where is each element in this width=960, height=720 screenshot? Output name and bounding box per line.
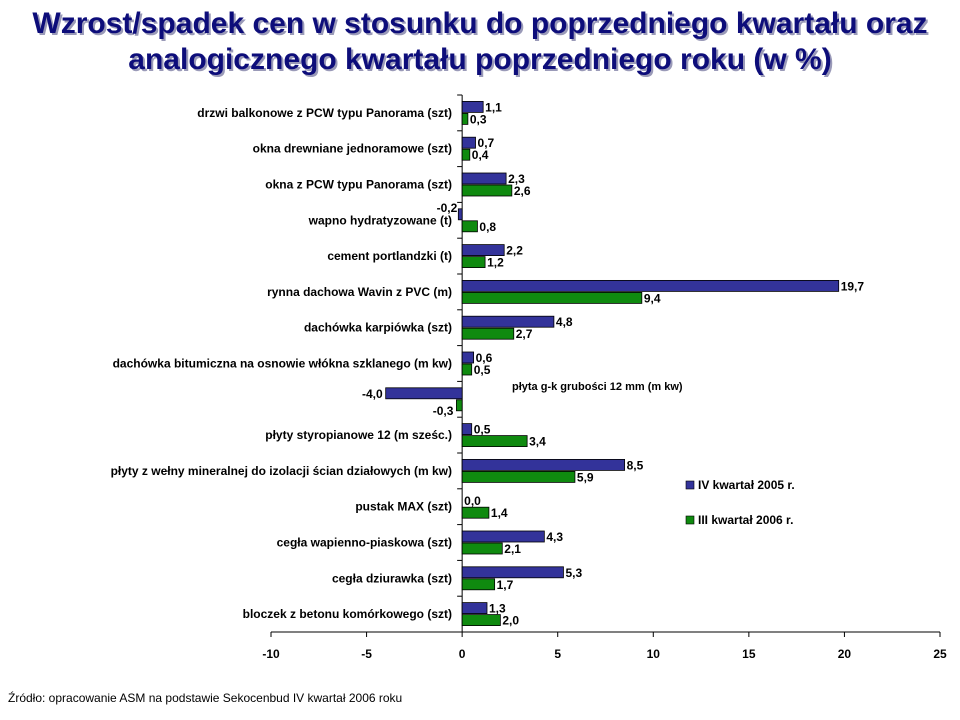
bar-series2 (461, 614, 501, 626)
category-label: dachówka karpiówka (szt) (304, 321, 452, 335)
data-label-series2: 2,1 (504, 542, 521, 556)
x-tick-label: 5 (554, 647, 561, 661)
x-tick-label: -10 (262, 647, 280, 661)
data-label-series1: 1,1 (485, 100, 502, 114)
category-label: pustak MAX (szt) (355, 500, 452, 514)
legend-label-series2: III kwartał 2006 r. (698, 513, 793, 527)
bar-series1 (461, 172, 507, 185)
legend-swatch-series2 (685, 515, 695, 525)
data-label-series1: 2,2 (506, 244, 523, 258)
bar-series2 (461, 148, 471, 161)
data-label-series2: 5,9 (577, 470, 594, 484)
data-label-series1: -0,2 (437, 201, 458, 215)
data-label-series1: -4,0 (362, 387, 383, 401)
chart-title: Wzrost/spadek cen w stosunku do poprzedn… (0, 6, 960, 78)
bar-series2 (461, 578, 496, 591)
bar-series1 (461, 136, 476, 149)
category-label: drzwi balkonowe z PCW typu Panorama (szt… (197, 106, 452, 120)
data-label-series1: 4,3 (546, 530, 563, 544)
data-label-series2: 2,6 (514, 184, 531, 198)
data-label-series2: 1,4 (491, 506, 508, 520)
bar-series1 (461, 279, 840, 292)
bar-series1 (461, 530, 545, 543)
category-label: cement portlandzki (t) (327, 249, 452, 263)
data-label-series2: 3,4 (529, 435, 546, 449)
source-note: Źródło: opracowanie ASM na podstawie Sek… (8, 691, 403, 705)
category-label: płyty z wełny mineralnej do izolacji ści… (111, 464, 452, 478)
bar-series1 (461, 315, 555, 328)
bar-series2 (461, 256, 486, 269)
data-label-series1: 0,5 (474, 423, 491, 437)
category-label: okna z PCW typu Panorama (szt) (265, 178, 452, 192)
bar-series2 (461, 506, 490, 519)
legend-label-series1: IV kwartał 2005 r. (698, 478, 795, 492)
bar-series2 (461, 327, 515, 340)
data-label-series1: 0,6 (476, 351, 493, 365)
x-tick-label: -5 (361, 647, 372, 661)
category-label: dachówka bitumiczna na osnowie włókna sz… (113, 357, 452, 371)
category-label: płyty styropianowe 12 (m sześc.) (265, 428, 452, 442)
data-label-series2: 9,4 (644, 291, 661, 305)
data-label-series1: 19,7 (841, 279, 865, 293)
x-tick-label: 25 (933, 647, 947, 661)
data-label-series2: 1,7 (497, 578, 514, 592)
category-annotation: płyta g-k grubości 12 mm (m kw) (512, 381, 683, 393)
category-label: cegła wapienno-piaskowa (szt) (277, 536, 452, 550)
data-label-series1: 0,0 (464, 494, 481, 508)
bar-series2 (461, 291, 643, 304)
category-label: okna drewniane jednoramowe (szt) (253, 142, 452, 156)
data-label-series1: 8,5 (627, 458, 644, 472)
bar-series1 (461, 351, 475, 364)
bar-series1 (461, 101, 484, 113)
bar-series2 (461, 184, 513, 197)
bar-series1 (385, 387, 463, 400)
x-tick-label: 20 (838, 647, 852, 661)
bar-series2 (461, 470, 576, 483)
data-label-series1: 1,3 (489, 602, 506, 616)
x-tick-label: 10 (647, 647, 661, 661)
bar-series2 (461, 363, 473, 376)
bar-series1 (461, 458, 626, 471)
bar-series1 (461, 602, 488, 614)
bar-series2 (461, 435, 528, 448)
bar-series2 (461, 113, 469, 125)
data-label-series2: 0,5 (474, 363, 491, 377)
data-label-series1: 2,3 (508, 172, 525, 186)
x-tick-label: 15 (742, 647, 756, 661)
data-label-series2: 2,7 (516, 327, 533, 341)
category-label: wapno hydratyzowane (t) (308, 213, 452, 227)
legend-swatch-series1 (685, 480, 695, 490)
bar-series2 (461, 542, 503, 555)
bar-series2 (461, 220, 478, 233)
data-label-series1: 4,8 (556, 315, 573, 329)
category-label: cegła dziurawka (szt) (332, 571, 452, 585)
data-label-series1: 0,7 (478, 136, 495, 150)
bar-series1 (461, 423, 473, 436)
category-label: bloczek z betonu komórkowego (szt) (243, 607, 452, 621)
bar-series2 (456, 399, 463, 412)
data-label-series2: 0,4 (472, 148, 489, 162)
chart-title-line1: Wzrost/spadek cen w stosunku do poprzedn… (32, 7, 928, 40)
category-label: rynna dachowa Wavin z PVC (m) (267, 285, 452, 299)
bar-series1 (461, 566, 564, 579)
data-label-series2: 1,2 (487, 256, 504, 270)
bar-series1 (457, 208, 463, 221)
data-label-series2: 0,3 (470, 112, 487, 126)
x-tick-label: 0 (459, 647, 466, 661)
data-label-series1: 5,3 (565, 566, 582, 580)
bar-series1 (461, 244, 505, 257)
data-label-series2: 0,8 (479, 220, 496, 234)
chart-title-line2: analogicznego kwartału poprzedniego roku… (128, 43, 832, 76)
data-label-series2: -0,3 (433, 404, 454, 418)
data-label-series2: 2,0 (502, 614, 519, 628)
